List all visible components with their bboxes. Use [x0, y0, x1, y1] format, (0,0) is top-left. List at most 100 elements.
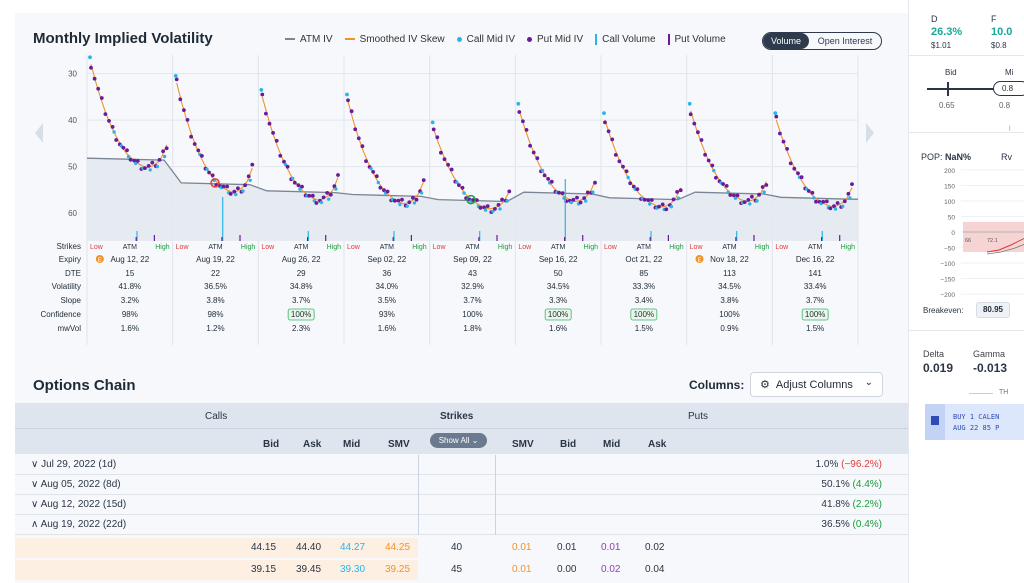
call-bid-header[interactable]: Bid [263, 439, 280, 450]
smoothed-iv-skew-line [90, 64, 168, 169]
legend-item-put-volume[interactable]: Put Volume [667, 34, 726, 45]
put-mid-iv-point [325, 191, 330, 195]
chart-prev-arrow-icon[interactable] [35, 123, 43, 143]
call-mid-cell[interactable]: 39.30 [340, 564, 366, 575]
strike-atm-label: ATM [808, 244, 822, 251]
put-mid-iv-point [724, 184, 729, 188]
call-bid-cell[interactable]: 44.15 [251, 542, 277, 553]
show-all-strikes-button[interactable]: Show All ⌄ [430, 433, 487, 448]
call-smv-header[interactable]: SMV [388, 439, 410, 450]
order-card[interactable]: BUY 1 CALEN AUG 22 85 P [925, 404, 1024, 440]
price-slider-track[interactable] [927, 88, 1024, 90]
strike-row[interactable]: 39.15 39.45 39.30 39.25 45 0.01 0.00 0.02 0.04 [15, 560, 908, 580]
metric-value: 15 [125, 269, 134, 278]
legend-item-call-volume[interactable]: Call Volume [595, 34, 656, 46]
put-mid-iv-point [407, 200, 412, 205]
put-mid-cell[interactable]: 0.02 [601, 564, 621, 575]
toggle-volume[interactable]: Volume [763, 33, 809, 49]
expiry-date: Sep 16, 22 [539, 255, 578, 264]
call-mid-iv-point [369, 166, 373, 171]
put-mid-iv-point [760, 185, 765, 189]
strike-row[interactable]: 44.15 44.40 44.27 44.25 40 0.01 0.01 0.01 0.02 [15, 538, 908, 558]
call-ask-cell[interactable]: 39.45 [296, 564, 322, 575]
call-smv-cell[interactable]: 39.25 [385, 564, 411, 575]
strike-cell[interactable]: 45 [451, 564, 463, 575]
expiry-row[interactable]: ∨ Jul 29, 2022 (1d) 1.0% (−96.2%) [15, 455, 908, 475]
put-mid-iv-point [714, 175, 718, 180]
call-mid-header[interactable]: Mid [343, 439, 361, 450]
put-mid-iv-point [482, 205, 486, 210]
volume-oi-toggle[interactable]: Volume Open Interest [762, 32, 882, 50]
put-mid-iv-point [103, 112, 108, 116]
call-ask-cell[interactable]: 44.40 [296, 542, 322, 553]
put-ask-header[interactable]: Ask [648, 439, 667, 450]
metric-value: 41.8% [118, 282, 141, 291]
expiry-row-iv: 41.8% (2.2%) [821, 499, 882, 510]
expiry-row[interactable]: ∨ Aug 12, 2022 (15d) 41.8% (2.2%) [15, 495, 908, 515]
call-mid-iv-point [291, 176, 295, 181]
expiry-row[interactable]: ∧ Aug 19, 2022 (22d) 36.5% (0.4%) [15, 515, 908, 535]
chart-next-arrow-icon[interactable] [866, 123, 874, 143]
chart-title: Monthly Implied Volatility [33, 30, 213, 47]
row-sep [495, 495, 496, 515]
put-mid-iv-point [267, 121, 272, 126]
strike-cell[interactable]: 40 [451, 542, 463, 553]
metric-value: 22 [211, 269, 220, 278]
iv-value: 1.0% [815, 459, 839, 470]
put-bid-header[interactable]: Bid [560, 439, 577, 450]
legend-item-put-mid-iv[interactable]: Put Mid IV [527, 34, 583, 45]
header-divider [15, 428, 908, 429]
confidence-highlight [287, 308, 315, 321]
strike-atm-label: ATM [123, 244, 137, 251]
legend-label: Call Volume [602, 34, 656, 46]
legend-item-smoothed-iv-skew[interactable]: Smoothed IV Skew [344, 34, 445, 45]
put-mid-iv-point [114, 138, 119, 142]
call-mid-iv-point [569, 200, 573, 205]
strike-high-label: High [755, 244, 770, 251]
confidence-highlight [801, 308, 829, 321]
smoothed-iv-skew-line [690, 110, 767, 203]
mid-label: Mi [1005, 68, 1014, 77]
metric-value: 1.5% [635, 324, 653, 333]
expiry-row[interactable]: ∨ Aug 05, 2022 (8d) 50.1% (4.4%) [15, 475, 908, 495]
put-mid-cell[interactable]: 0.01 [601, 542, 621, 553]
legend-item-call-mid-iv[interactable]: Call Mid IV [456, 34, 515, 45]
chevron-down-icon: ∨ [31, 499, 39, 510]
put-ask-cell[interactable]: 0.04 [645, 564, 665, 575]
adjust-columns-button[interactable]: ⚙ Adjust Columns ⌄ [750, 372, 883, 397]
call-volume-bar [821, 231, 823, 241]
put-mid-iv-point [617, 159, 622, 164]
put-mid-iv-point [150, 160, 155, 165]
call-bid-cell[interactable]: 39.15 [251, 564, 277, 575]
earnings-icon-glyph: E [98, 258, 102, 264]
legend-item-atm-iv[interactable]: ATM IV [285, 34, 333, 45]
put-smv-cell[interactable]: 0.01 [512, 542, 532, 553]
put-mid-iv-point [531, 150, 536, 155]
put-bid-cell[interactable]: 0.01 [557, 542, 577, 553]
put-ask-cell[interactable]: 0.02 [645, 542, 665, 553]
breakeven-value: 80.95 [976, 302, 1010, 318]
put-smv-header[interactable]: SMV [512, 439, 534, 450]
put-bid-cell[interactable]: 0.00 [557, 564, 577, 575]
call-smv-cell[interactable]: 44.25 [385, 542, 411, 553]
confidence-highlight [544, 308, 572, 321]
put-smv-cell[interactable]: 0.01 [512, 564, 532, 575]
put-mid-iv-point [832, 204, 836, 209]
smoothed-iv-skew-line [604, 119, 682, 208]
put-mid-iv-point [314, 201, 319, 205]
toggle-open-interest[interactable]: Open Interest [817, 36, 873, 46]
put-mid-iv-point [292, 180, 297, 185]
mid-price-handle[interactable]: 0.8 [993, 81, 1024, 96]
put-mid-header[interactable]: Mid [603, 439, 621, 450]
metric-value: 1.8% [463, 324, 481, 333]
call-mid-cell[interactable]: 44.27 [340, 542, 366, 553]
atm-iv-area [87, 158, 858, 241]
call-ask-header[interactable]: Ask [303, 439, 322, 450]
put-mid-iv-point [635, 187, 640, 192]
call-mid-iv-point [773, 111, 778, 115]
y-tick-label: 40 [68, 116, 77, 125]
chevron-down-icon: ∨ [31, 459, 39, 470]
strike-high-label: High [669, 244, 684, 251]
calls-itm-bg [15, 560, 418, 580]
expiry-row-label: ∧ Aug 19, 2022 (22d) [31, 519, 126, 530]
